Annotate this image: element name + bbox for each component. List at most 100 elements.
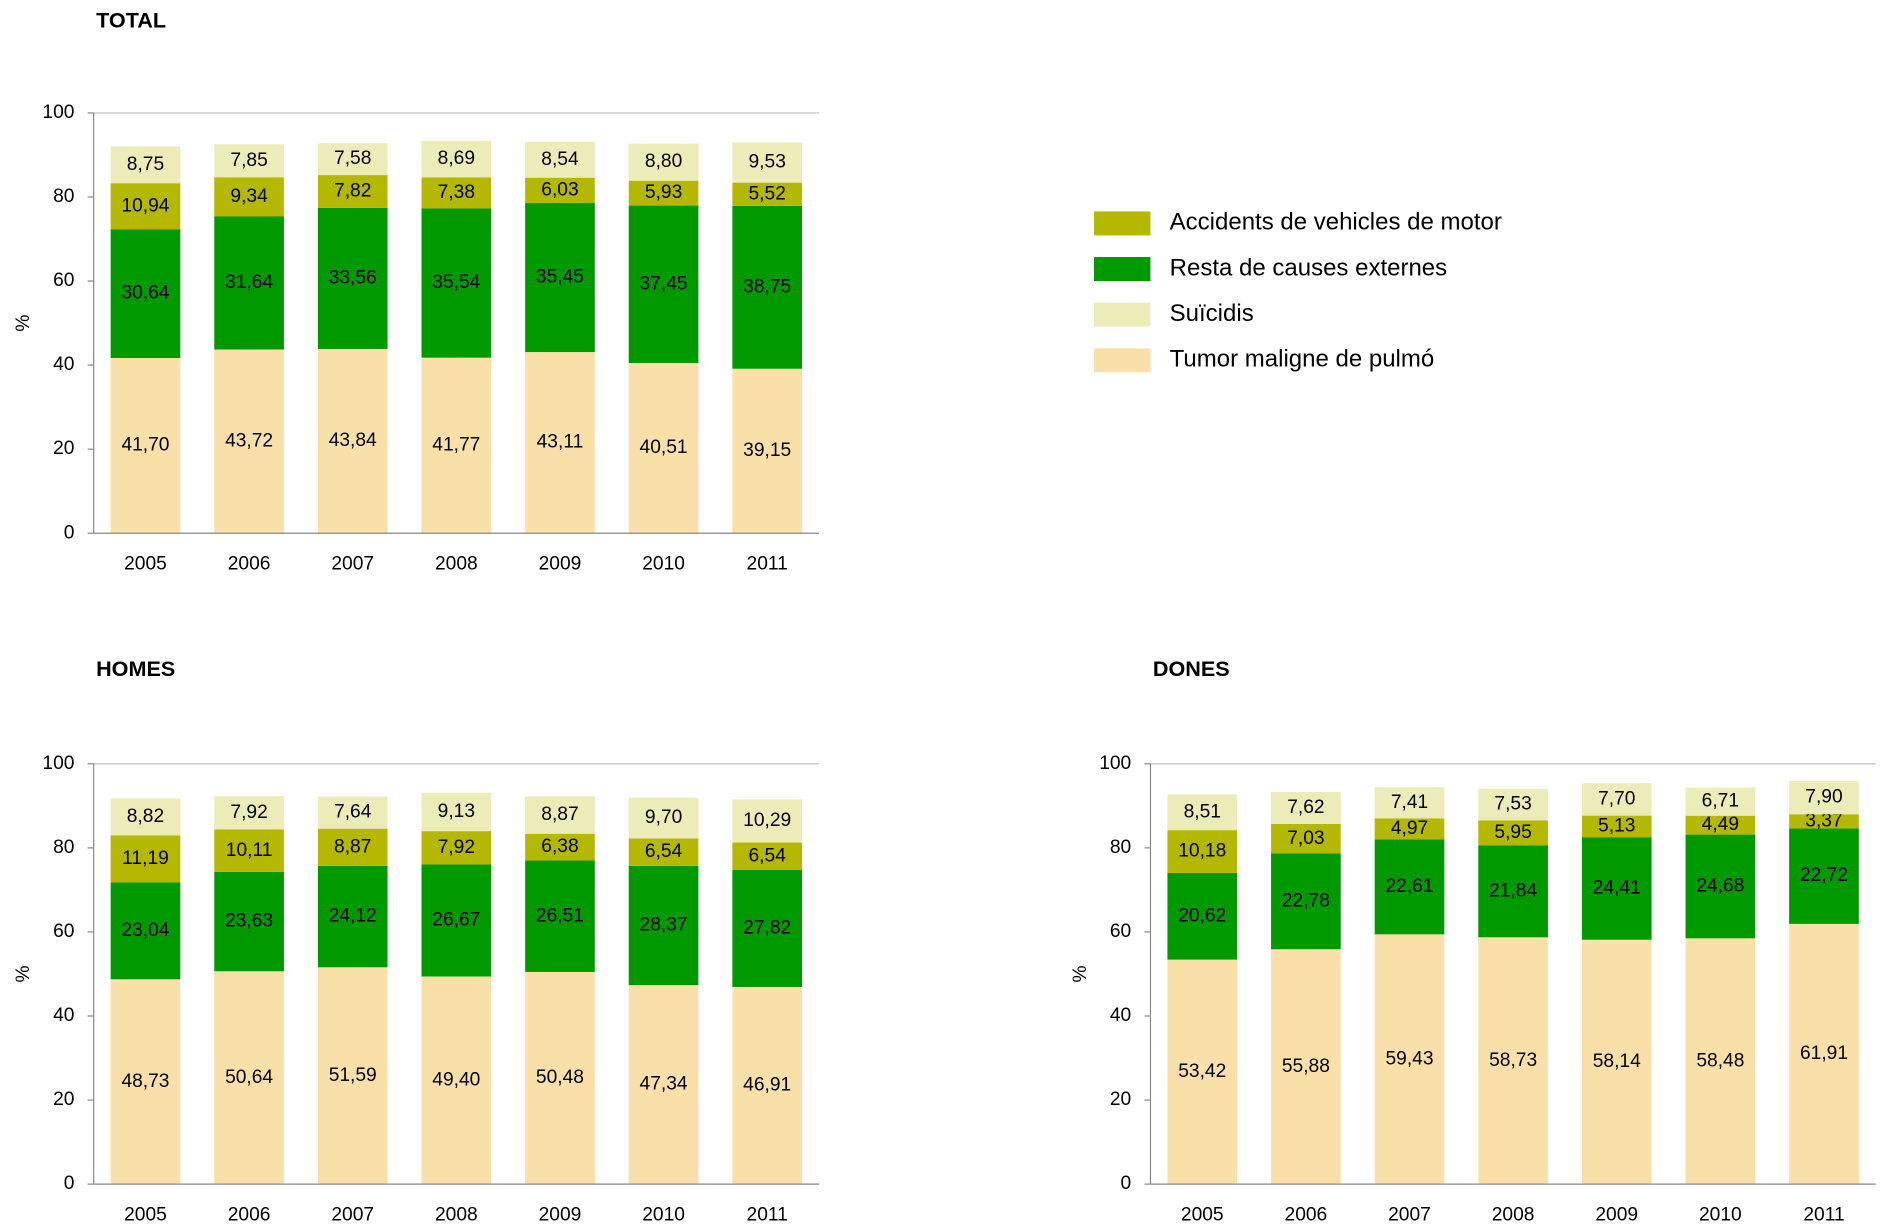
- x-tick-label: 2005: [124, 554, 167, 575]
- data-label: 9,34: [230, 186, 268, 207]
- data-label: 8,75: [127, 154, 164, 175]
- x-tick-label: 2006: [228, 1204, 271, 1225]
- data-label: 10,29: [743, 810, 791, 831]
- bar-segment: [421, 976, 492, 1185]
- bar-segment: [1685, 834, 1756, 939]
- data-label: 26,67: [432, 910, 480, 931]
- data-label: 58,14: [1593, 1051, 1641, 1072]
- bar-segment: [214, 829, 284, 872]
- data-label: 47,34: [640, 1074, 688, 1095]
- data-label: 51,59: [329, 1065, 377, 1086]
- data-label: 8,87: [334, 836, 371, 857]
- bar-segment: [421, 831, 492, 865]
- bar-segment: [525, 177, 595, 204]
- y-tick-label: 100: [42, 102, 74, 123]
- bar-segment: [214, 971, 284, 1185]
- data-label: 53,42: [1178, 1061, 1226, 1082]
- bar-segment: [317, 828, 388, 866]
- bar-segment: [525, 141, 595, 178]
- y-tick-label: 20: [53, 1089, 74, 1110]
- data-label: 7,92: [230, 802, 267, 823]
- bar-segment: [214, 796, 284, 830]
- bar-segment: [110, 229, 181, 358]
- bar-segment: [1478, 788, 1548, 821]
- bar-segment: [1478, 845, 1548, 938]
- bar-segment: [110, 835, 181, 883]
- bar-segment: [525, 860, 595, 972]
- y-axis-label: %: [13, 315, 34, 332]
- bar-segment: [110, 882, 181, 980]
- bar-segment: [421, 140, 492, 178]
- data-label: 4,97: [1391, 818, 1428, 839]
- data-label: 39,15: [743, 440, 791, 461]
- bar-segment: [1478, 937, 1548, 1185]
- legend-label: Suïcidis: [1170, 300, 1254, 327]
- bar-segment: [1374, 934, 1445, 1185]
- data-label: 49,40: [432, 1069, 480, 1090]
- bar-segment: [214, 871, 284, 972]
- bar-segment: [628, 143, 699, 181]
- data-label: 23,04: [121, 920, 169, 941]
- bar-segment: [214, 349, 284, 534]
- bar-segment: [214, 177, 284, 217]
- data-label: 5,52: [749, 183, 786, 204]
- y-tick-label: 80: [53, 186, 74, 207]
- bar-segment: [732, 205, 803, 369]
- bar-segment: [1167, 959, 1238, 1185]
- data-label: 31,64: [225, 272, 273, 293]
- data-label: 37,45: [640, 273, 688, 294]
- data-label: 43,84: [329, 430, 377, 451]
- bar-segment: [110, 979, 181, 1185]
- bar-segment: [317, 796, 388, 829]
- bar-segment: [1374, 787, 1445, 819]
- data-label: 4,49: [1702, 814, 1739, 835]
- data-label: 58,48: [1696, 1050, 1744, 1071]
- bar-segment: [628, 180, 699, 206]
- x-tick-label: 2008: [435, 554, 478, 575]
- data-label: 38,75: [743, 276, 791, 297]
- legend-swatch: [1094, 211, 1151, 236]
- data-label: 28,37: [640, 915, 688, 936]
- x-tick-label: 2010: [642, 554, 685, 575]
- bar-segment: [1685, 815, 1756, 835]
- x-tick-label: 2006: [1285, 1204, 1328, 1225]
- data-label: 58,73: [1489, 1050, 1537, 1071]
- bar-segment: [1685, 938, 1756, 1185]
- y-tick-label: 20: [53, 438, 74, 459]
- x-tick-label: 2006: [228, 554, 271, 575]
- bar-segment: [1167, 830, 1238, 873]
- bar-segment: [1789, 814, 1859, 829]
- data-label: 8,82: [127, 806, 164, 827]
- x-tick-label: 2009: [539, 554, 582, 575]
- bar-segment: [628, 797, 699, 839]
- x-tick-label: 2007: [1388, 1204, 1431, 1225]
- bar-segment: [1271, 949, 1341, 1185]
- bar-segment: [628, 865, 699, 986]
- data-label: 50,48: [536, 1067, 584, 1088]
- y-tick-label: 40: [53, 1005, 74, 1026]
- bar-segment: [421, 792, 492, 832]
- bar-segment: [732, 842, 803, 871]
- data-label: 20,62: [1178, 905, 1226, 926]
- x-tick-label: 2007: [331, 554, 374, 575]
- y-tick-label: 0: [64, 522, 75, 543]
- data-label: 48,73: [121, 1071, 169, 1092]
- data-label: 22,72: [1800, 865, 1848, 886]
- bar-segment: [421, 177, 492, 209]
- data-label: 10,94: [121, 195, 169, 216]
- bar-segment: [1581, 815, 1652, 838]
- data-label: 50,64: [225, 1067, 273, 1088]
- data-label: 8,87: [541, 804, 578, 825]
- data-label: 24,41: [1593, 878, 1641, 899]
- legend-swatch: [1094, 257, 1151, 282]
- bar-segment: [732, 182, 803, 206]
- x-tick-label: 2007: [331, 1204, 374, 1225]
- data-label: 10,18: [1178, 841, 1226, 862]
- data-label: 11,19: [122, 848, 169, 869]
- legend-swatch: [1094, 302, 1151, 327]
- bar-segment: [317, 175, 388, 208]
- data-label: 21,84: [1489, 880, 1537, 901]
- chart-title: TOTAL: [96, 7, 166, 32]
- legend-swatch: [1094, 348, 1151, 373]
